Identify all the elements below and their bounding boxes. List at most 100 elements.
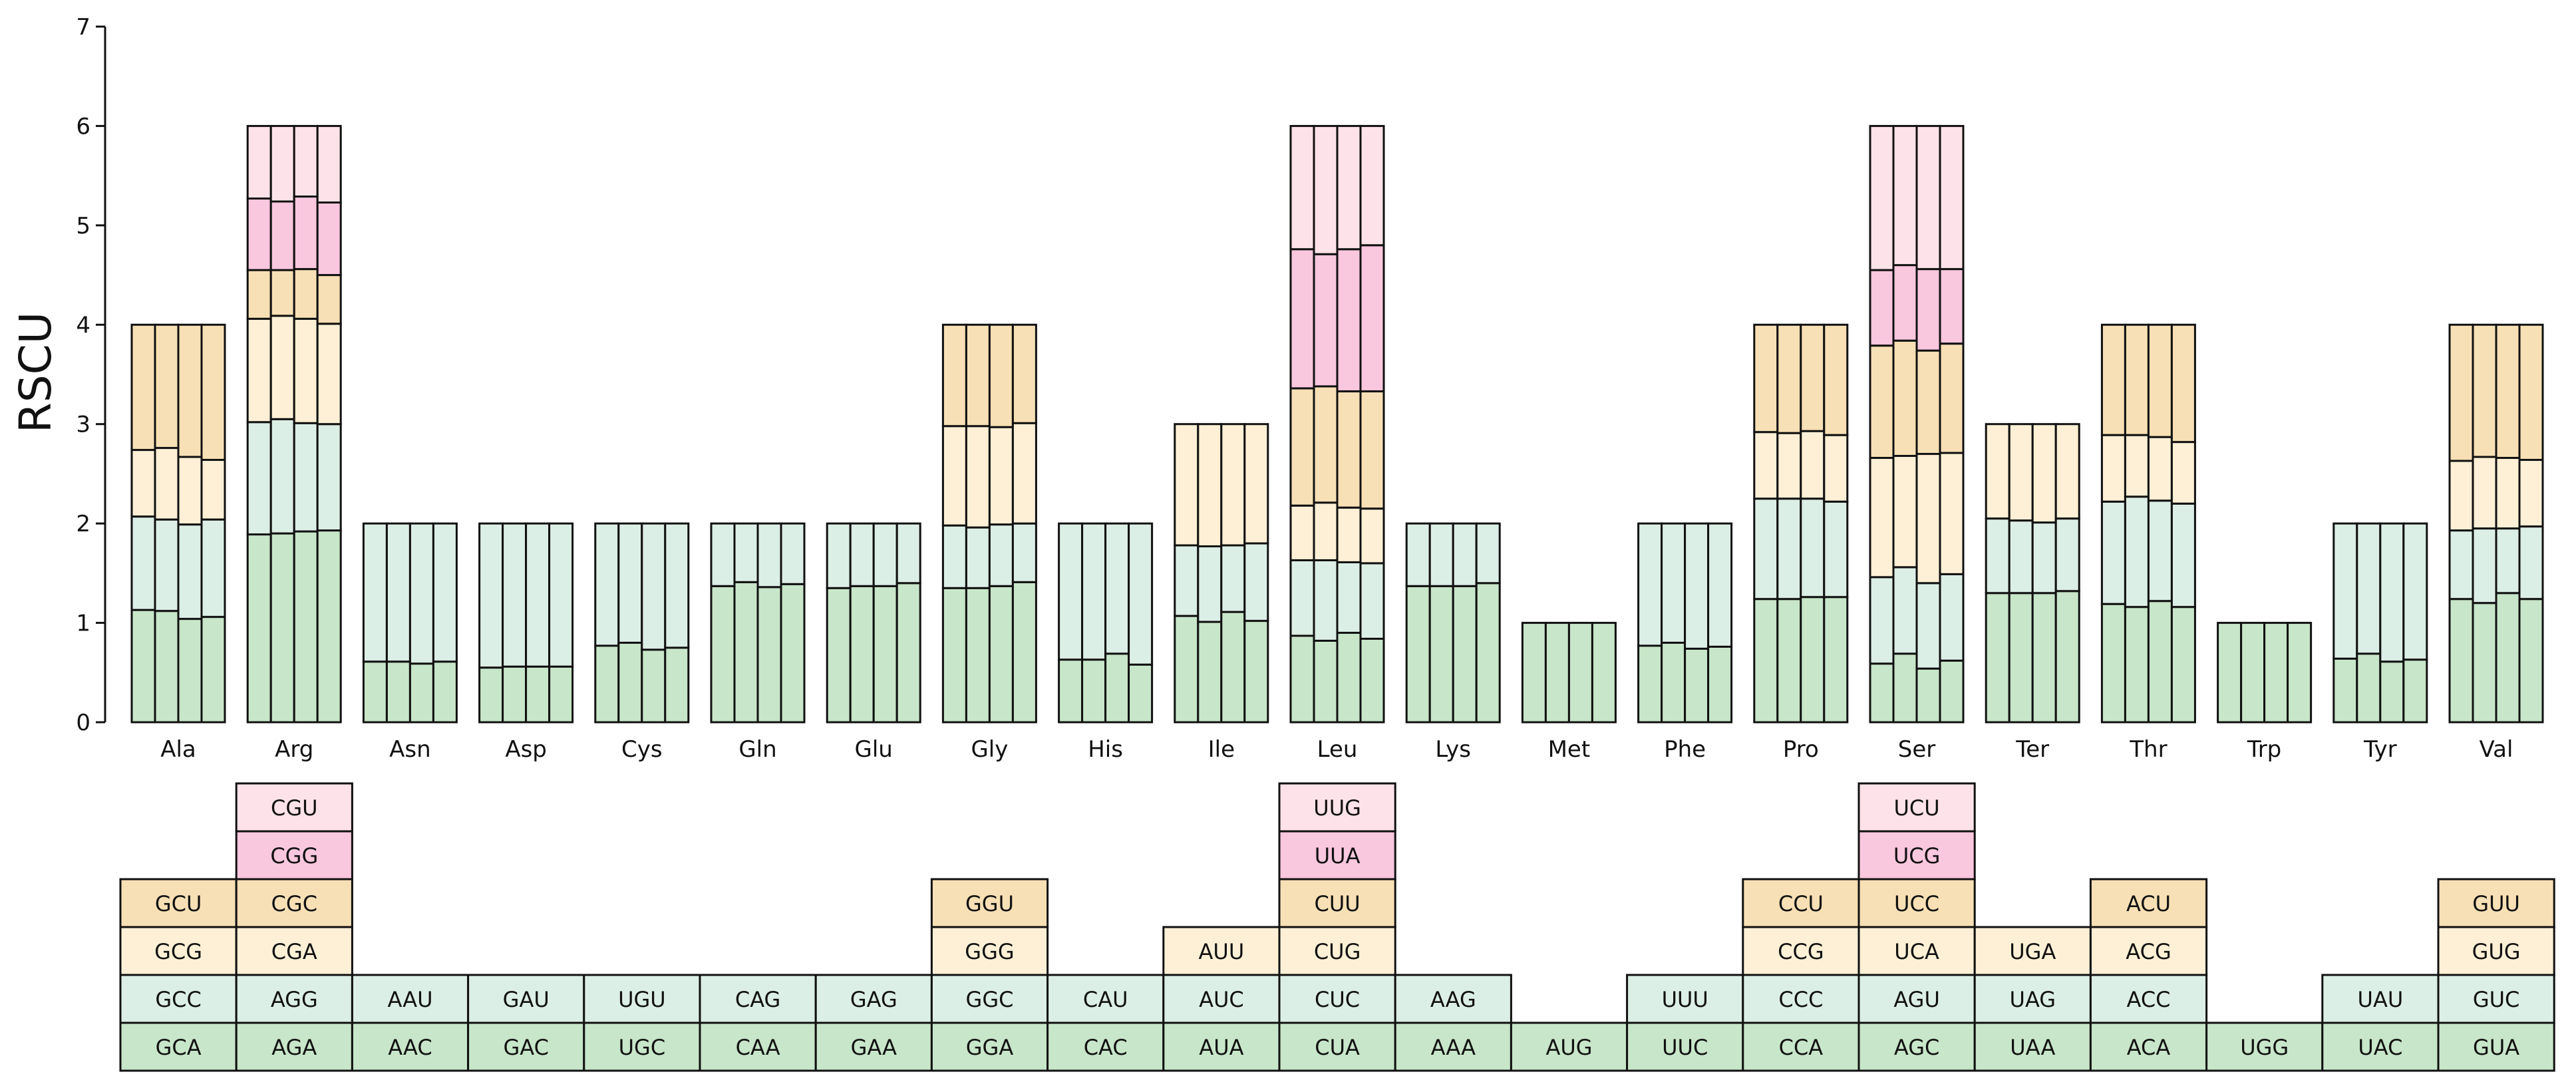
bar-segment-guu — [2518, 323, 2544, 462]
bar-segment-uaa — [2008, 592, 2034, 724]
codon-label: ACA — [2127, 1035, 2171, 1060]
codon-label: UCA — [1894, 939, 1939, 964]
bar-segment-caa — [756, 586, 782, 724]
bar-segment-ugg — [2240, 622, 2266, 724]
bar-segment-aaa — [1475, 582, 1501, 724]
bar-segment-cau — [1104, 522, 1130, 655]
bar-segment-cgg — [316, 201, 342, 277]
bar-segment-gcu — [154, 323, 180, 450]
codon-cell-guc: GUC — [2437, 974, 2555, 1024]
codon-cell-box — [1162, 1021, 1281, 1072]
bar-segment-uac — [2402, 658, 2428, 724]
bar-segment-aca — [2170, 606, 2196, 724]
bar-segment-cuc — [1336, 561, 1362, 634]
codon-cell-aca: ACA — [2089, 1021, 2208, 1072]
bar-segment-acc — [2124, 495, 2150, 609]
codon-cell-gaa: GAA — [814, 1021, 933, 1072]
bar-segment-uua — [1313, 253, 1339, 388]
bar-segment-ggu — [1011, 323, 1037, 424]
bar-segment-aau — [385, 522, 411, 663]
bar-segment-ugc — [664, 646, 690, 724]
bar-segment-cga — [246, 317, 272, 424]
bar-segment-cuu — [1313, 385, 1339, 504]
bar-segment-guu — [2448, 323, 2474, 462]
bar-segment-gca — [177, 618, 203, 724]
codon-label: ACG — [2126, 939, 2171, 964]
codon-label: UUG — [1313, 795, 1361, 821]
bar-segment-uug — [1336, 124, 1362, 251]
bar-segment-uca — [1892, 455, 1918, 569]
codon-cell-ugc: UGC — [583, 1021, 701, 1072]
bar-segment-aac — [432, 660, 458, 724]
codon-cell-uau: UAU — [2321, 974, 2440, 1024]
codon-label: UGC — [619, 1035, 666, 1060]
bar-segment-gcu — [177, 323, 203, 458]
x-tick-label: Tyr — [2363, 736, 2397, 763]
y-tick-label: 5 — [76, 213, 90, 239]
bar-segment-cua — [1359, 637, 1385, 724]
codon-cell-auc: AUC — [1162, 974, 1281, 1024]
y-tick-label: 2 — [76, 511, 90, 537]
codon-cell-aac: AAC — [351, 1021, 470, 1072]
bar-segment-gcu — [130, 323, 156, 452]
bar-group-ile — [1174, 423, 1269, 724]
bar-segment-uug — [1313, 124, 1339, 255]
codon-cell-acc: ACC — [2089, 974, 2208, 1024]
bar-segment-cac — [1104, 652, 1130, 724]
codon-label: GUA — [2473, 1035, 2519, 1060]
codon-label: CGC — [271, 891, 317, 916]
bar-segment-gaa — [895, 582, 921, 724]
bar-segment-uuc — [1684, 647, 1710, 724]
bar-segment-cgu — [269, 124, 295, 203]
bar-segment-acu — [2170, 323, 2196, 444]
bar-segment-gcg — [200, 459, 226, 521]
bar-segment-uau — [2402, 522, 2428, 661]
bar-segment-uac — [2333, 657, 2358, 724]
codon-cell-box — [2437, 878, 2555, 928]
bar-segment-uca — [1869, 457, 1895, 579]
bar-segment-cau — [1058, 522, 1084, 661]
codon-cell-acg: ACG — [2089, 926, 2208, 976]
codon-cell-uaa: UAA — [1973, 1021, 2092, 1072]
bar-segment-ccg — [1823, 434, 1849, 503]
codon-cell-box — [235, 782, 353, 833]
codon-label: GGA — [966, 1035, 1014, 1060]
bar-segment-cca — [1776, 598, 1802, 724]
codon-cell-box — [235, 974, 353, 1024]
bar-segment-gcc — [200, 518, 226, 618]
codon-cell-caa: CAA — [699, 1021, 817, 1072]
bar-segment-auu — [1243, 423, 1269, 545]
bar-segment-auc — [1174, 544, 1200, 617]
bar-segment-ccc — [1800, 497, 1826, 599]
bar-segment-acg — [2124, 434, 2150, 498]
codon-label: GGG — [965, 939, 1014, 964]
bar-segment-cac — [1128, 663, 1154, 724]
bar-segment-uuu — [1684, 522, 1710, 650]
bar-segment-gcc — [177, 523, 203, 620]
codon-label: CCG — [1778, 939, 1824, 964]
codon-label: GAU — [503, 987, 550, 1012]
bar-segment-aau — [432, 522, 458, 663]
bar-group-met — [1521, 622, 1617, 724]
bar-segment-ccg — [1776, 432, 1802, 500]
bar-segment-gag — [872, 522, 898, 587]
codon-cell-box — [2205, 1021, 2324, 1072]
bar-segment-aug — [1591, 622, 1617, 724]
codon-cell-acu: ACU — [2089, 878, 2208, 928]
bar-segment-guu — [2495, 323, 2521, 460]
bar-segment-cca — [1753, 598, 1779, 724]
bar-segment-auu — [1197, 423, 1223, 548]
bar-groups — [130, 124, 2544, 724]
bar-segment-uca — [1915, 453, 1941, 585]
bar-segment-gag — [826, 522, 852, 589]
bar-group-arg — [246, 124, 342, 724]
codon-label: UCG — [1893, 843, 1941, 869]
bar-segment-auc — [1220, 544, 1246, 613]
bar-segment-ugu — [617, 522, 643, 644]
codon-cell-box — [1278, 878, 1396, 928]
codon-label: GCG — [154, 939, 202, 964]
bar-segment-cug — [1313, 501, 1339, 561]
bar-segment-gga — [1011, 581, 1037, 724]
codon-cell-box — [699, 1021, 817, 1072]
codon-cell-uca: UCA — [1857, 926, 1976, 976]
